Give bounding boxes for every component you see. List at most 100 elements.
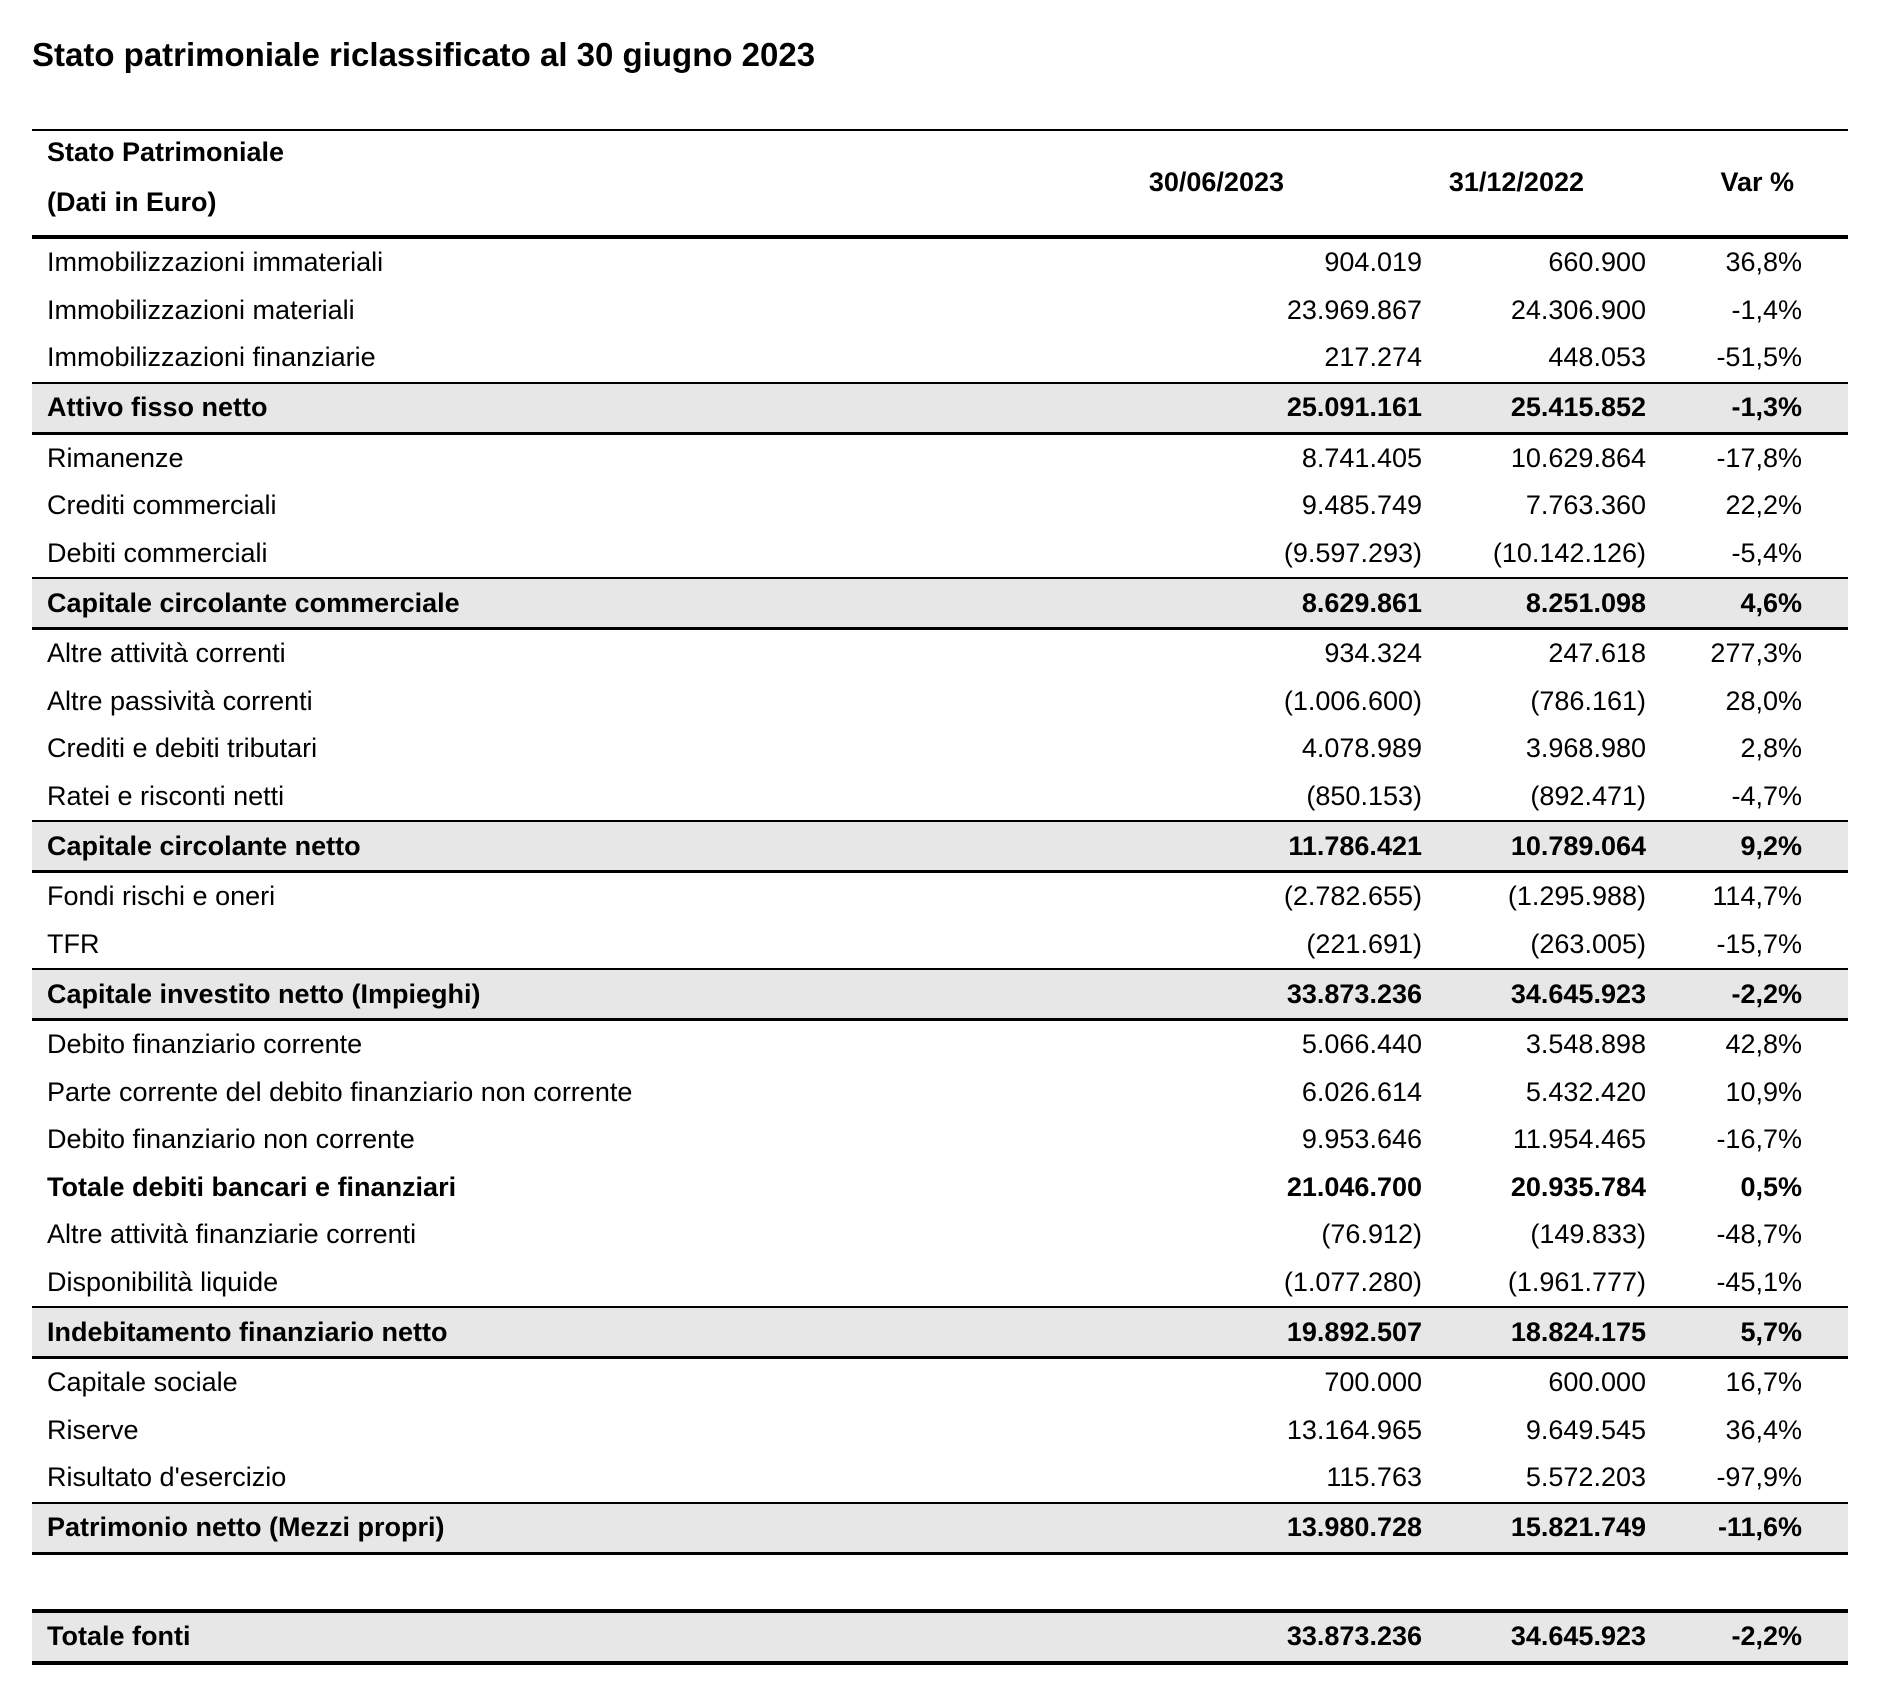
cell: 28,0% bbox=[1725, 685, 1802, 716]
cell: 20.935.784 bbox=[1510, 1171, 1646, 1202]
cell: 9,2% bbox=[1740, 830, 1802, 861]
table-row: Totale debiti bancari e finanziari 21.046… bbox=[32, 1164, 1848, 1212]
cell: 3.548.898 bbox=[1525, 1029, 1646, 1060]
row-label: Totale fonti bbox=[47, 1621, 191, 1651]
cell: 5.432.420 bbox=[1525, 1076, 1646, 1107]
cell: 25.091.161 bbox=[1286, 392, 1422, 422]
table-row: Indebitamento finanziario netto 19.892.50… bbox=[32, 1306, 1848, 1359]
cell: (786.161) bbox=[1530, 685, 1646, 716]
row-label: Totale debiti bancari e finanziari bbox=[47, 1171, 457, 1202]
table-row: Altre passività correnti (1.006.600) (786.… bbox=[32, 678, 1848, 726]
row-label: Patrimonio netto (Mezzi propri) bbox=[47, 1512, 445, 1542]
cell: 42,8% bbox=[1725, 1029, 1802, 1060]
table-row: Capitale circolante netto 11.786.421 10.78… bbox=[32, 820, 1848, 873]
cell: (76.912) bbox=[1321, 1219, 1422, 1250]
cell: 4,6% bbox=[1740, 587, 1802, 618]
cell: 4.078.989 bbox=[1301, 733, 1422, 764]
row-label: Indebitamento finanziario netto bbox=[47, 1316, 448, 1347]
row-label: Crediti commerciali bbox=[47, 490, 277, 521]
cell: -5,4% bbox=[1731, 537, 1802, 568]
cell: 36,8% bbox=[1725, 247, 1802, 278]
table-row: Totale fonti 33.873.236 34.645.923 -2,2% bbox=[32, 1608, 1848, 1665]
row-label: Debito finanziario corrente bbox=[47, 1029, 363, 1060]
cell: 2,8% bbox=[1740, 733, 1802, 764]
cell: -1,4% bbox=[1731, 294, 1802, 325]
cell: 11.786.421 bbox=[1288, 830, 1422, 861]
cell: -15,7% bbox=[1716, 928, 1802, 959]
table-row: Disponibilità liquide (1.077.280) (1.961.7… bbox=[32, 1259, 1848, 1307]
cell: 22,2% bbox=[1725, 490, 1802, 521]
cell: -2,2% bbox=[1731, 978, 1802, 1009]
cell: 5.572.203 bbox=[1525, 1462, 1646, 1493]
cell: (1.961.777) bbox=[1507, 1266, 1646, 1297]
cell: 33.873.236 bbox=[1286, 978, 1422, 1009]
cell: (2.782.655) bbox=[1283, 881, 1422, 912]
table-header: Stato Patrimoniale (Dati in Euro) 30/06/… bbox=[32, 129, 1848, 239]
cell: 600.000 bbox=[1548, 1367, 1646, 1398]
cell: 9.485.749 bbox=[1301, 490, 1422, 521]
cell: 6.026.614 bbox=[1301, 1076, 1422, 1107]
row-label: Fondi rischi e oneri bbox=[47, 881, 276, 912]
table-row: Ratei e risconti netti (850.153) (892.471)… bbox=[32, 773, 1848, 821]
row-label: Disponibilità liquide bbox=[47, 1266, 279, 1297]
cell: 34.645.923 bbox=[1510, 1621, 1646, 1651]
table-row: TFR (221.691) (263.005) -15,7% bbox=[32, 921, 1848, 969]
cell: 5.066.440 bbox=[1301, 1029, 1422, 1060]
header-label: (Dati in Euro) bbox=[47, 187, 217, 217]
cell: 13.164.965 bbox=[1286, 1414, 1422, 1445]
table: Stato Patrimoniale (Dati in Euro) 30/06/… bbox=[32, 129, 1848, 1665]
cell: -2,2% bbox=[1731, 1621, 1802, 1651]
row-label: Risultato d'esercizio bbox=[47, 1462, 287, 1493]
row-label: Altre attività correnti bbox=[47, 638, 286, 669]
row-label: Debiti commerciali bbox=[47, 537, 268, 568]
cell: 23.969.867 bbox=[1286, 294, 1422, 325]
row-label: Attivo fisso netto bbox=[47, 392, 268, 422]
cell: 10.629.864 bbox=[1510, 442, 1646, 473]
table-row: Capitale investito netto (Impieghi) 33.87… bbox=[32, 968, 1848, 1021]
table-row: Immobilizzazioni materiali 23.969.867 24.3… bbox=[32, 287, 1848, 335]
table-row: Debiti commerciali (9.597.293) (10.142.126… bbox=[32, 530, 1848, 578]
row-label: Altre passività correnti bbox=[47, 685, 313, 716]
cell: (9.597.293) bbox=[1283, 537, 1422, 568]
table-body: Immobilizzazioni immateriali 904.019 660.9… bbox=[32, 239, 1848, 1665]
cell: -45,1% bbox=[1716, 1266, 1802, 1297]
table-row: Attivo fisso netto 25.091.161 25.415.852 -1… bbox=[32, 381, 1848, 435]
row-label: Immobilizzazioni finanziarie bbox=[47, 342, 376, 373]
cell: 33.873.236 bbox=[1286, 1621, 1422, 1651]
table-row: Capitale sociale 700.000 600.000 16,7% bbox=[32, 1359, 1848, 1407]
table-row: Altre attività finanziarie correnti (76.9… bbox=[32, 1211, 1848, 1259]
cell: 3.968.980 bbox=[1525, 733, 1646, 764]
cell: 16,7% bbox=[1725, 1367, 1802, 1398]
title: Stato patrimoniale riclassificato al 30 … bbox=[32, 36, 816, 73]
cell: 8.629.861 bbox=[1301, 587, 1422, 618]
cell: 8.741.405 bbox=[1301, 442, 1422, 473]
cell: 10.789.064 bbox=[1510, 830, 1646, 861]
table-row: Capitale circolante commerciale 8.629.861… bbox=[32, 577, 1848, 630]
table-row: Immobilizzazioni finanziarie 217.274 448.0… bbox=[32, 334, 1848, 382]
cell: 277,3% bbox=[1710, 638, 1802, 669]
cell: -97,9% bbox=[1716, 1462, 1802, 1493]
row-label: Immobilizzazioni materiali bbox=[47, 294, 355, 325]
cell: (149.833) bbox=[1530, 1219, 1646, 1250]
cell: (892.471) bbox=[1530, 780, 1646, 811]
cell: (1.295.988) bbox=[1507, 881, 1646, 912]
cell: 115.763 bbox=[1326, 1462, 1422, 1493]
cell: 700.000 bbox=[1324, 1367, 1422, 1398]
cell: 934.324 bbox=[1324, 638, 1422, 669]
cell: 448.053 bbox=[1548, 342, 1646, 373]
table-row: Immobilizzazioni immateriali 904.019 660.9… bbox=[32, 239, 1848, 287]
row-label: Parte corrente del debito finanziario no… bbox=[47, 1076, 633, 1107]
cell: (1.006.600) bbox=[1283, 685, 1422, 716]
cell: 25.415.852 bbox=[1510, 392, 1646, 422]
row-label: Capitale circolante commerciale bbox=[47, 587, 460, 618]
cell: 13.980.728 bbox=[1286, 1512, 1422, 1542]
row-label: Debito finanziario non corrente bbox=[47, 1124, 415, 1155]
cell: 904.019 bbox=[1324, 247, 1422, 278]
cell: 36,4% bbox=[1725, 1414, 1802, 1445]
cell: 18.824.175 bbox=[1510, 1316, 1646, 1347]
cell: 9.953.646 bbox=[1301, 1124, 1422, 1155]
cell: -4,7% bbox=[1731, 780, 1802, 811]
cell: (850.153) bbox=[1306, 780, 1422, 811]
cell: (263.005) bbox=[1530, 928, 1646, 959]
